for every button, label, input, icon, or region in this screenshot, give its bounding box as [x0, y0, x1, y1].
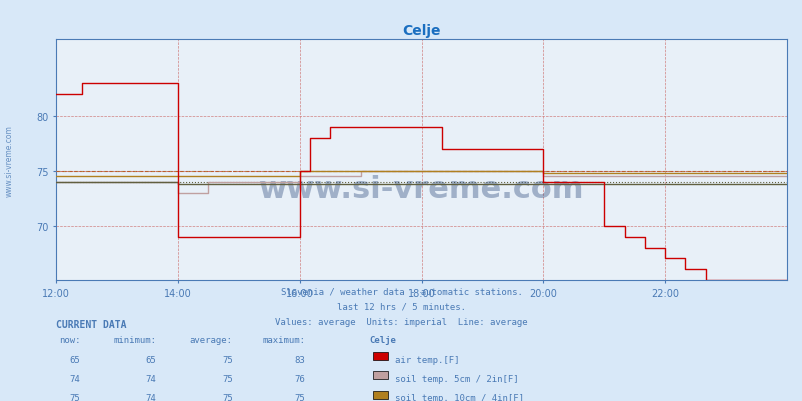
Text: average:: average: — [189, 336, 233, 344]
FancyBboxPatch shape — [373, 391, 387, 399]
FancyBboxPatch shape — [373, 352, 387, 360]
Text: 76: 76 — [294, 374, 305, 383]
Text: soil temp. 10cm / 4in[F]: soil temp. 10cm / 4in[F] — [395, 393, 524, 401]
Text: 75: 75 — [70, 393, 80, 401]
Text: www.si-vreme.com: www.si-vreme.com — [5, 125, 14, 196]
Text: 65: 65 — [146, 355, 156, 364]
Text: 74: 74 — [70, 374, 80, 383]
Text: 75: 75 — [294, 393, 305, 401]
Text: maximum:: maximum: — [261, 336, 305, 344]
Text: 83: 83 — [294, 355, 305, 364]
Text: Values: average  Units: imperial  Line: average: Values: average Units: imperial Line: av… — [275, 317, 527, 326]
Text: 74: 74 — [146, 393, 156, 401]
Text: Celje: Celje — [369, 336, 395, 344]
Text: soil temp. 5cm / 2in[F]: soil temp. 5cm / 2in[F] — [395, 374, 518, 383]
Text: minimum:: minimum: — [113, 336, 156, 344]
FancyBboxPatch shape — [373, 371, 387, 379]
Text: air temp.[F]: air temp.[F] — [395, 355, 459, 364]
Text: www.si-vreme.com: www.si-vreme.com — [258, 175, 584, 204]
Text: 75: 75 — [222, 355, 233, 364]
Text: 75: 75 — [222, 393, 233, 401]
Text: 74: 74 — [146, 374, 156, 383]
Text: CURRENT DATA: CURRENT DATA — [56, 319, 127, 329]
Title: Celje: Celje — [402, 24, 440, 38]
Text: last 12 hrs / 5 minutes.: last 12 hrs / 5 minutes. — [337, 302, 465, 311]
Text: 75: 75 — [222, 374, 233, 383]
Text: 65: 65 — [70, 355, 80, 364]
Text: now:: now: — [59, 336, 80, 344]
Text: Slovenia / weather data - automatic stations.: Slovenia / weather data - automatic stat… — [280, 287, 522, 296]
